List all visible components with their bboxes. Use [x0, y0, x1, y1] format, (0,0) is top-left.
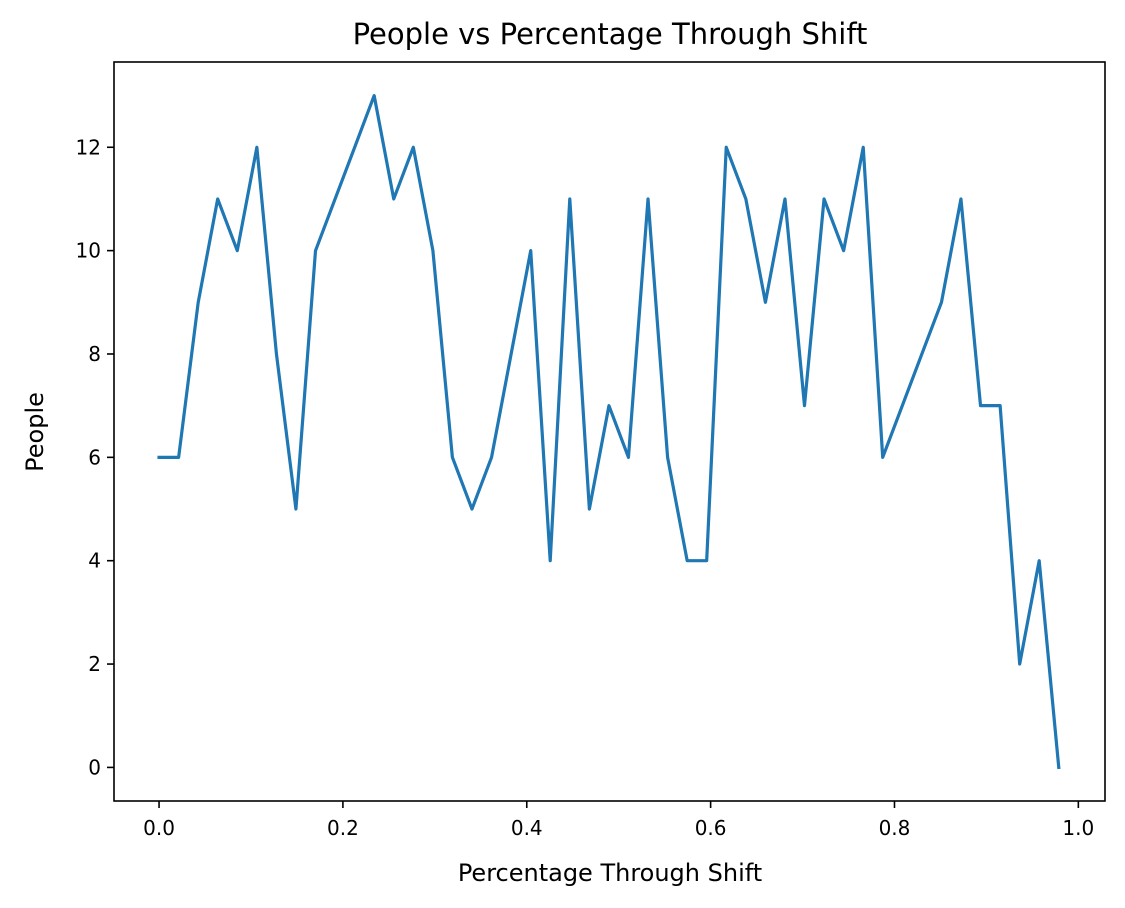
x-axis: 0.0 0.2 0.4 0.6 0.8 1.0: [143, 801, 1094, 840]
y-tick-label: 12: [76, 135, 101, 159]
y-tick-label: 6: [88, 445, 101, 469]
plot-frame: [113, 61, 1106, 802]
y-axis: 0 2 4 6 8 10 12: [76, 135, 114, 779]
series-line-0: [157, 93, 1061, 770]
y-tick-label: 4: [88, 549, 101, 573]
x-tick-label: 0.6: [695, 816, 727, 840]
y-tick-label: 2: [88, 652, 101, 676]
x-tick-label: 1.0: [1062, 816, 1094, 840]
x-tick-label: 0.0: [143, 816, 175, 840]
y-tick-label: 0: [88, 755, 101, 779]
y-tick-label: 8: [88, 342, 101, 366]
x-axis-label: Percentage Through Shift: [458, 859, 762, 887]
y-tick-label: 10: [76, 239, 101, 263]
x-tick-label: 0.2: [327, 816, 359, 840]
chart-title: People vs Percentage Through Shift: [353, 17, 868, 51]
y-axis-label: People: [21, 392, 49, 472]
x-tick-label: 0.4: [511, 816, 543, 840]
x-tick-label: 0.8: [879, 816, 911, 840]
series-layer: [157, 93, 1061, 770]
